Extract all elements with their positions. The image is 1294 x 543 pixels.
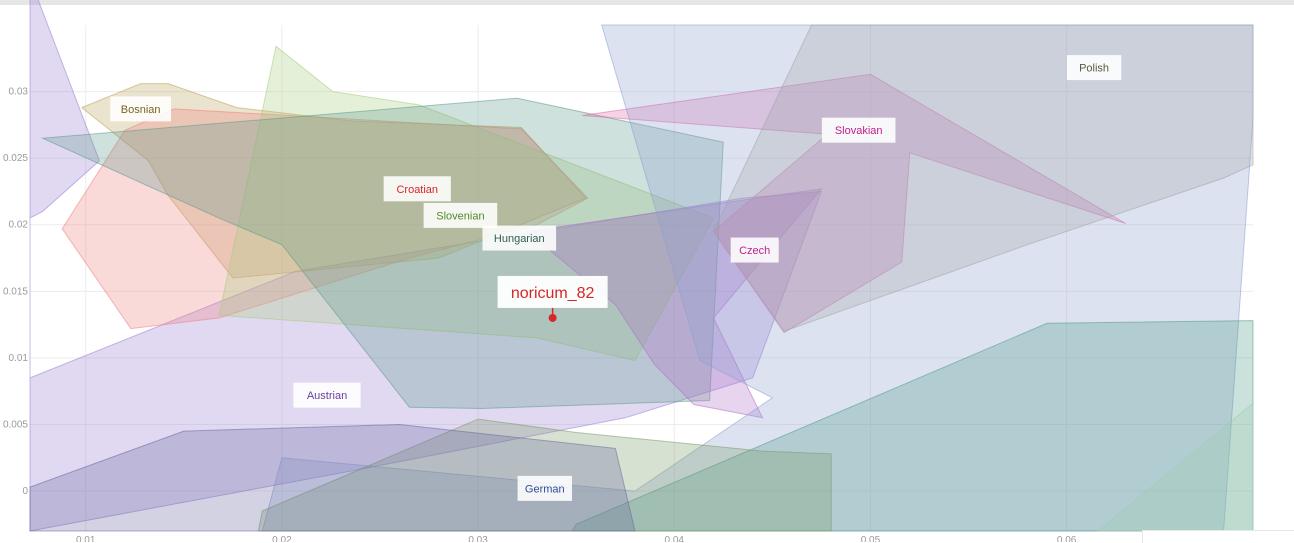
hull-unlabeled-11 — [257, 418, 832, 532]
label-box — [293, 382, 361, 408]
x-tick-label: 0.03 — [468, 535, 488, 542]
label-text: Slovenian — [436, 210, 484, 222]
y-tick-label: 0.025 — [3, 153, 28, 164]
label-slovakian: Slovakian — [821, 117, 896, 143]
x-tick-label: 0.02 — [272, 535, 292, 542]
label-box — [482, 225, 557, 251]
highlight-label-box — [497, 275, 608, 308]
label-text: Bosnian — [121, 104, 161, 116]
label-box — [1066, 55, 1122, 81]
label-box — [517, 475, 572, 501]
y-tick-label: 0.005 — [3, 419, 28, 430]
label-box — [821, 117, 896, 143]
label-bosnian: Bosnian — [110, 96, 172, 122]
group-hulls — [29, 0, 1254, 532]
label-german: German — [517, 475, 572, 501]
x-tick-labels: 0.01 0.02 0.03 0.04 0.05 0.06 — [76, 535, 1077, 542]
label-text: Czech — [739, 245, 770, 257]
label-croatian: Croatian — [383, 176, 451, 202]
label-box — [730, 237, 779, 263]
label-text: Croatian — [396, 184, 438, 196]
grid-lines — [30, 25, 1253, 531]
top-border — [0, 0, 1294, 5]
label-text: Hungarian — [494, 233, 545, 245]
hull-austrian — [29, 0, 823, 532]
y-tick-label: 0 — [22, 486, 28, 497]
x-tick-label: 0.04 — [665, 535, 685, 542]
highlight-point[interactable] — [548, 313, 557, 322]
x-tick-label: 0.05 — [861, 535, 881, 542]
group-labels: Austrian Bosnian Croatian Slovenian Hungaria… — [110, 55, 1122, 501]
y-tick-label: 0.01 — [9, 353, 29, 364]
label-czech: Czech — [730, 237, 779, 263]
highlight-label: noricum_82 — [511, 285, 595, 302]
label-polish: Polish — [1066, 55, 1122, 81]
label-hungarian: Hungarian — [482, 225, 557, 251]
label-text: Slovakian — [835, 125, 883, 137]
label-text: Polish — [1079, 63, 1109, 75]
y-tick-label: 0.015 — [3, 286, 28, 297]
highlight-point-group: noricum_82 — [497, 275, 608, 322]
y-tick-label: 0.03 — [9, 87, 29, 98]
hull-slovakian — [582, 73, 1126, 334]
y-tick-label: 0.02 — [9, 220, 29, 231]
label-box — [423, 202, 498, 228]
label-text: German — [525, 483, 565, 495]
y-tick-labels: 0 0.005 0.01 0.015 0.02 0.025 0.03 — [3, 87, 28, 497]
hull-hungarian — [40, 97, 724, 410]
x-tick-label: 0.01 — [76, 535, 96, 542]
label-austrian: Austrian — [293, 382, 361, 408]
label-slovenian: Slovenian — [423, 202, 498, 228]
corner-box — [1142, 530, 1294, 543]
hull-unlabeled-12 — [29, 423, 636, 532]
x-tick-label: 0.06 — [1057, 535, 1077, 542]
label-box — [383, 176, 451, 202]
hull-german — [261, 24, 1254, 532]
label-text: Austrian — [307, 390, 347, 402]
label-box — [110, 96, 172, 122]
hull-croatian — [61, 108, 589, 330]
